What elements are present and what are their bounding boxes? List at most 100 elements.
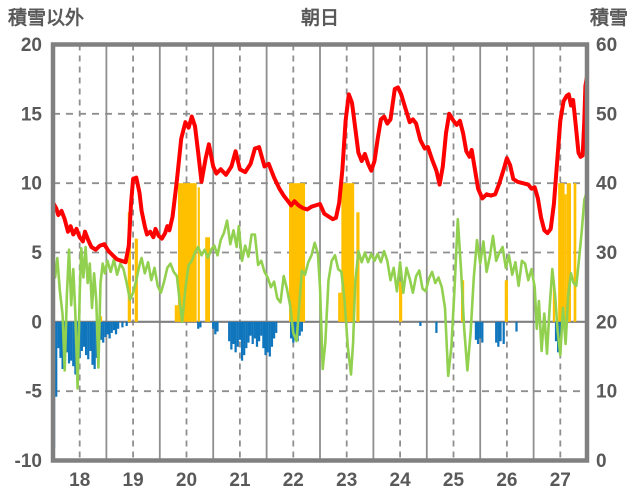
bar	[554, 321, 558, 342]
right-axis-tick-label: 50	[596, 104, 617, 125]
bar	[230, 321, 233, 350]
right-axis-tick-label: 10	[596, 382, 617, 403]
left-axis-tick-label: 5	[31, 243, 42, 264]
x-axis-tick-label: 26	[496, 470, 517, 491]
bar	[91, 321, 94, 365]
bar	[112, 321, 115, 331]
bar	[272, 321, 276, 339]
bar	[435, 321, 438, 333]
bar	[80, 321, 83, 351]
bar	[177, 183, 197, 322]
bar	[125, 321, 128, 326]
bar	[216, 321, 219, 332]
bar	[504, 280, 508, 322]
bar	[243, 321, 246, 356]
bar	[247, 321, 250, 343]
plot-border	[50, 42, 590, 463]
bar	[197, 321, 200, 329]
green-line-series	[51, 190, 589, 390]
x-axis-tick-labels: 18 19 20 21 22 23 24 25 26 27	[69, 470, 571, 491]
left-axis-tick-label: 15	[21, 104, 43, 125]
right-axis-tick-label: 40	[596, 174, 617, 195]
bar	[197, 187, 200, 322]
bar	[234, 321, 237, 353]
bar	[199, 321, 202, 328]
bar	[262, 321, 265, 349]
bar	[228, 321, 231, 342]
bar	[399, 281, 403, 322]
bar	[212, 321, 215, 329]
bar	[476, 321, 480, 345]
x-axis-tick-label: 18	[69, 470, 90, 491]
right-axis-tick-label: 20	[596, 312, 617, 333]
bar	[249, 321, 252, 336]
bar	[108, 321, 111, 339]
bar	[515, 321, 518, 332]
red-line-series	[51, 74, 589, 265]
bar	[341, 183, 355, 322]
right-axis-tick-label: 0	[596, 451, 607, 472]
bar	[275, 321, 278, 333]
gridlines	[53, 44, 587, 461]
bar	[114, 321, 118, 335]
left-axis-tick-label: 20	[21, 35, 42, 56]
right-axis-title: 積雪	[589, 8, 628, 29]
bar	[268, 321, 271, 357]
bar	[251, 321, 254, 345]
bar	[84, 321, 88, 356]
bar	[55, 321, 58, 397]
bar	[290, 321, 293, 339]
left-axis-tick-label: 10	[21, 174, 42, 195]
left-axis-tick-label: -10	[15, 451, 42, 472]
bar	[106, 321, 109, 335]
left-axis-tick-label: 0	[31, 312, 42, 333]
bar	[499, 321, 502, 342]
x-axis-tick-label: 27	[550, 470, 571, 491]
bar	[205, 237, 210, 322]
bar	[474, 321, 478, 340]
chart-title: 朝日	[300, 8, 340, 29]
bar	[72, 321, 75, 367]
right-axis-tick-label: 60	[596, 35, 617, 56]
bar	[502, 321, 505, 345]
bar	[294, 321, 297, 340]
bar	[566, 183, 571, 322]
bar	[87, 321, 90, 360]
bar	[99, 316, 103, 322]
bar	[174, 305, 178, 322]
bar	[338, 292, 342, 322]
bar	[238, 321, 242, 340]
bar	[298, 321, 301, 336]
bar	[67, 321, 71, 364]
bar	[117, 321, 120, 329]
left-axis-tick-label: -5	[25, 382, 42, 403]
bar	[266, 321, 269, 353]
bar	[57, 321, 60, 349]
x-axis-tick-label: 25	[443, 470, 465, 491]
bar	[258, 321, 261, 342]
bar	[253, 321, 256, 339]
bar	[564, 194, 567, 322]
bar	[300, 321, 303, 332]
bar	[552, 280, 555, 322]
bar	[93, 321, 96, 369]
x-axis-tick-label: 23	[336, 470, 357, 491]
bar	[573, 183, 577, 322]
green-line	[51, 190, 589, 390]
bar	[264, 321, 267, 356]
bar	[479, 321, 482, 339]
bar	[104, 321, 107, 338]
x-axis-tick-label: 21	[229, 470, 251, 491]
bar	[260, 321, 263, 336]
red-line	[51, 74, 589, 265]
bar	[255, 321, 259, 347]
left-axis-tick-labels: 20 15 10 5 0 -5 -10	[15, 35, 43, 472]
x-axis-tick-label: 19	[123, 470, 144, 491]
bar	[59, 321, 62, 358]
left-axis-title: 積雪以外	[8, 8, 85, 29]
bar	[127, 212, 131, 322]
bar	[232, 321, 235, 345]
bar	[558, 183, 565, 322]
bar	[110, 321, 113, 333]
